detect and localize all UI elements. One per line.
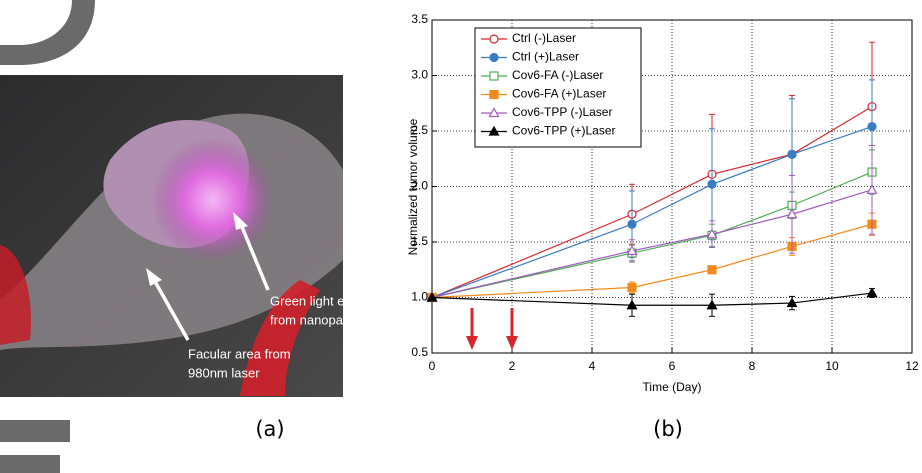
annotation: 980nm laser xyxy=(188,365,260,380)
plot: 0 2 4 6 8 10 12 0.5 1.0 1.5 2.0 2.5 3.0 3.5 Ctrl (-)La… xyxy=(411,12,919,373)
legend-box xyxy=(474,27,642,148)
marker xyxy=(489,89,499,100)
x-tick-label: 2 xyxy=(509,359,516,373)
x-tick-label: 10 xyxy=(825,359,839,373)
marker xyxy=(626,299,638,310)
arrow-head xyxy=(146,268,162,286)
y-tick-label: 0.5 xyxy=(411,345,428,359)
y-tick-label: 1.0 xyxy=(411,290,428,304)
marker xyxy=(707,265,717,275)
treatment-arrow xyxy=(466,308,478,350)
legend-entry: Ctrl (-)Laser xyxy=(481,31,576,45)
x-tick-label: 0 xyxy=(429,359,436,373)
marker xyxy=(866,184,878,194)
legend-entry: Cov6-FA (+)Laser xyxy=(481,87,606,101)
marker xyxy=(706,299,718,310)
marker xyxy=(489,71,499,81)
arrow-head xyxy=(466,336,478,350)
x-tick-label: 6 xyxy=(669,359,676,373)
series-line xyxy=(431,292,873,306)
marker xyxy=(627,282,637,293)
panel-label: (b) xyxy=(653,417,683,441)
arrow xyxy=(238,221,270,291)
marker xyxy=(866,287,878,298)
marker xyxy=(488,107,500,118)
treatment-arrow xyxy=(506,308,518,350)
legend-label: Cov6-TPP (-)Laser xyxy=(512,105,612,119)
x-tick-label: 8 xyxy=(749,359,756,373)
marker xyxy=(426,291,438,302)
legend-entry: Ctrl (+)Laser xyxy=(481,50,579,64)
series-line xyxy=(431,189,873,299)
legend-label: Cov6-TPP (+)Laser xyxy=(512,124,615,138)
legend-entry: Cov6-FA (-)Laser xyxy=(481,68,603,82)
marker xyxy=(488,125,500,136)
plot-frame xyxy=(431,19,913,354)
legend-entry: Cov6-TPP (-)Laser xyxy=(481,105,612,119)
y-tick-label: 3.0 xyxy=(411,68,428,82)
x-tick-label: 12 xyxy=(905,359,919,373)
legend-label: Cov6-FA (+)Laser xyxy=(512,87,606,101)
annotation: Facular area from xyxy=(188,346,291,361)
series-line xyxy=(431,171,873,299)
x-tick-label: 4 xyxy=(589,359,596,373)
arrow xyxy=(151,277,190,341)
marker xyxy=(867,121,877,132)
laser-glare xyxy=(240,280,320,396)
series-line xyxy=(431,125,873,299)
series-line xyxy=(431,223,873,299)
legend-entry: Cov6-TPP (+)Laser xyxy=(481,124,615,138)
marker xyxy=(786,208,798,219)
photo: Green light emitted from nanoparticles F… xyxy=(0,75,380,397)
marker xyxy=(786,297,798,308)
marker xyxy=(489,52,499,63)
arrow-head xyxy=(233,212,248,230)
y-tick-label: 3.5 xyxy=(411,12,428,26)
x-axis-title: Time (Day) xyxy=(643,380,702,394)
y-axis-title: Normalized tumor volume xyxy=(406,118,420,255)
marker xyxy=(626,245,638,255)
y-tick-label: 1.5 xyxy=(411,234,428,248)
annotation: Green light emitted xyxy=(270,293,380,308)
arrow-head xyxy=(506,336,518,350)
edge-decoration xyxy=(0,0,95,473)
legend-label: Ctrl (-)Laser xyxy=(512,31,576,45)
glow xyxy=(151,138,275,262)
panel-label: (a) xyxy=(255,417,284,441)
legend-label: Ctrl (+)Laser xyxy=(512,50,579,64)
marker xyxy=(627,219,637,229)
legend-label: Cov6-FA (-)Laser xyxy=(512,68,603,82)
marker xyxy=(489,34,499,44)
marker xyxy=(706,228,718,239)
y-tick-label: 2.0 xyxy=(411,179,428,193)
laser-glare xyxy=(0,245,31,345)
annotation: from nanoparticles xyxy=(270,312,377,327)
marker xyxy=(787,149,797,159)
marker xyxy=(707,179,717,189)
y-tick-label: 2.5 xyxy=(411,123,428,137)
